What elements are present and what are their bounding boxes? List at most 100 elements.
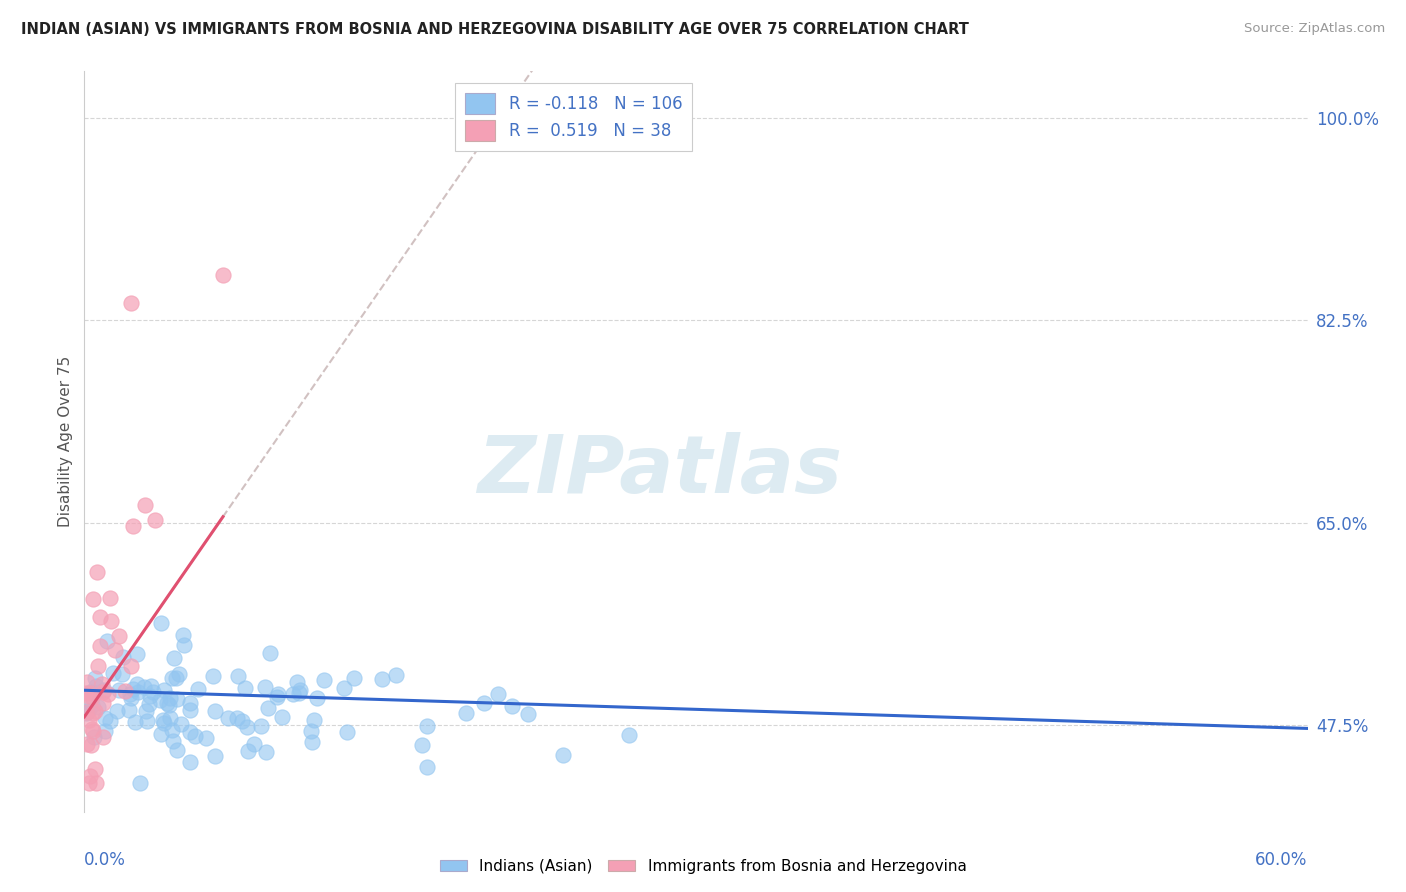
Point: [87, 700, 110, 714]
Point: [333, 681, 356, 696]
Point: [82, 698, 104, 712]
Point: [486, 687, 509, 701]
Point: [301, 724, 323, 739]
Point: [76, 674, 98, 689]
Point: [179, 724, 201, 739]
Point: [149, 693, 172, 707]
Point: [165, 671, 187, 685]
Point: [301, 735, 323, 749]
Point: [134, 498, 156, 512]
Point: [152, 713, 174, 727]
Point: [120, 691, 142, 706]
Point: [79, 685, 101, 699]
Point: [83, 730, 105, 744]
Point: [120, 659, 142, 673]
Point: [127, 685, 149, 699]
Point: [114, 683, 136, 698]
Point: [173, 639, 195, 653]
Point: [134, 680, 156, 694]
Point: [82, 690, 104, 704]
Point: [138, 697, 160, 711]
Point: [124, 714, 146, 729]
Point: [101, 665, 124, 680]
Point: [304, 713, 326, 727]
Point: [238, 744, 260, 758]
Point: [283, 687, 305, 701]
Text: Source: ZipAtlas.com: Source: ZipAtlas.com: [1244, 22, 1385, 36]
Text: 60.0%: 60.0%: [1256, 851, 1308, 869]
Point: [235, 720, 257, 734]
Point: [166, 692, 188, 706]
Point: [416, 719, 439, 733]
Point: [139, 679, 162, 693]
Point: [233, 681, 256, 695]
Point: [77, 713, 100, 727]
Point: [139, 690, 162, 704]
Point: [342, 671, 364, 685]
Point: [76, 737, 98, 751]
Point: [371, 672, 394, 686]
Point: [80, 738, 103, 752]
Point: [108, 629, 131, 643]
Point: [187, 681, 209, 696]
Point: [121, 681, 143, 696]
Point: [551, 748, 574, 763]
Point: [517, 707, 540, 722]
Point: [163, 651, 186, 665]
Point: [172, 628, 194, 642]
Point: [90, 677, 112, 691]
Point: [256, 700, 278, 714]
Point: [77, 689, 100, 703]
Point: [96, 634, 118, 648]
Point: [89, 610, 111, 624]
Point: [143, 513, 166, 527]
Point: [456, 706, 478, 721]
Point: [125, 676, 148, 690]
Point: [385, 667, 408, 681]
Point: [226, 711, 249, 725]
Point: [84, 679, 107, 693]
Legend: R = -0.118   N = 106, R =  0.519   N = 38: R = -0.118 N = 106, R = 0.519 N = 38: [456, 83, 692, 151]
Point: [82, 723, 104, 738]
Point: [100, 615, 122, 629]
Point: [249, 719, 271, 733]
Point: [136, 714, 159, 728]
Point: [159, 711, 181, 725]
Point: [149, 615, 172, 630]
Point: [107, 682, 129, 697]
Point: [79, 686, 101, 700]
Point: [226, 669, 249, 683]
Point: [149, 727, 172, 741]
Point: [204, 704, 226, 718]
Point: [179, 696, 201, 710]
Point: [152, 682, 174, 697]
Point: [160, 723, 183, 737]
Point: [336, 725, 359, 739]
Point: [212, 268, 235, 283]
Point: [125, 647, 148, 661]
Point: [617, 728, 640, 742]
Point: [472, 696, 495, 710]
Point: [98, 591, 121, 605]
Point: [97, 687, 120, 701]
Point: [156, 696, 179, 710]
Point: [129, 776, 152, 790]
Point: [84, 671, 107, 685]
Point: [84, 776, 107, 790]
Point: [75, 686, 97, 700]
Text: 0.0%: 0.0%: [84, 851, 127, 869]
Point: [201, 669, 224, 683]
Point: [86, 659, 108, 673]
Point: [162, 733, 184, 747]
Point: [204, 749, 226, 764]
Point: [75, 706, 97, 720]
Point: [179, 703, 201, 717]
Legend: Indians (Asian), Immigrants from Bosnia and Herzegovina: Indians (Asian), Immigrants from Bosnia …: [433, 853, 973, 880]
Point: [84, 705, 107, 719]
Point: [111, 650, 134, 665]
Point: [169, 667, 191, 681]
Point: [82, 592, 104, 607]
Point: [120, 687, 142, 701]
Point: [153, 715, 176, 730]
Point: [77, 776, 100, 790]
